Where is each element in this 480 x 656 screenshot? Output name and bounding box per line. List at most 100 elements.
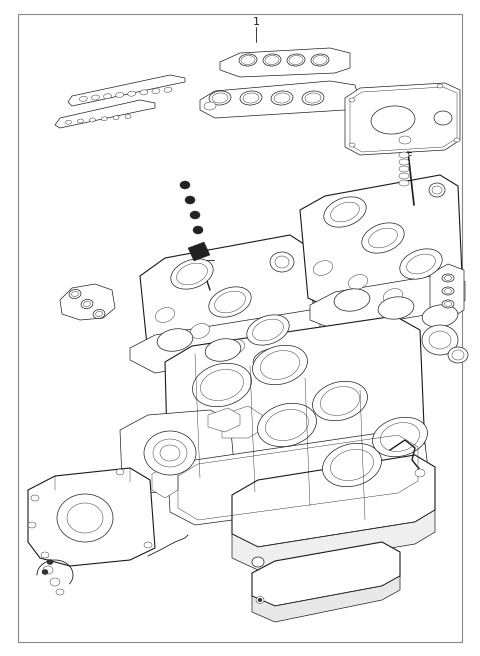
- Ellipse shape: [79, 96, 87, 101]
- Ellipse shape: [432, 186, 442, 194]
- Polygon shape: [188, 242, 210, 261]
- Ellipse shape: [31, 495, 39, 501]
- Ellipse shape: [324, 197, 366, 227]
- Ellipse shape: [47, 560, 53, 565]
- Ellipse shape: [239, 54, 257, 66]
- Ellipse shape: [442, 274, 454, 282]
- Ellipse shape: [265, 409, 309, 441]
- Ellipse shape: [415, 469, 425, 477]
- Ellipse shape: [270, 252, 294, 272]
- Ellipse shape: [429, 331, 451, 349]
- Ellipse shape: [43, 566, 53, 574]
- Ellipse shape: [399, 136, 411, 144]
- Polygon shape: [130, 310, 320, 373]
- Polygon shape: [232, 455, 435, 547]
- Ellipse shape: [116, 469, 124, 475]
- Text: 1: 1: [252, 17, 260, 27]
- Ellipse shape: [204, 102, 216, 110]
- Polygon shape: [200, 81, 360, 118]
- Polygon shape: [300, 175, 462, 308]
- Ellipse shape: [437, 84, 443, 88]
- Ellipse shape: [28, 522, 36, 528]
- Ellipse shape: [334, 289, 370, 311]
- Ellipse shape: [215, 291, 245, 313]
- Ellipse shape: [205, 338, 241, 361]
- Polygon shape: [430, 264, 464, 320]
- Ellipse shape: [331, 202, 360, 222]
- Ellipse shape: [448, 347, 468, 363]
- Ellipse shape: [177, 263, 207, 285]
- Polygon shape: [68, 75, 185, 106]
- Ellipse shape: [157, 329, 193, 351]
- Ellipse shape: [69, 289, 81, 298]
- Ellipse shape: [193, 226, 203, 234]
- Ellipse shape: [400, 249, 442, 279]
- Ellipse shape: [153, 439, 187, 467]
- Polygon shape: [208, 408, 240, 432]
- Ellipse shape: [252, 557, 264, 567]
- Polygon shape: [152, 467, 178, 498]
- Ellipse shape: [289, 56, 303, 64]
- Ellipse shape: [116, 92, 123, 98]
- Ellipse shape: [348, 275, 368, 289]
- Ellipse shape: [243, 93, 259, 103]
- Ellipse shape: [257, 403, 316, 447]
- Ellipse shape: [444, 302, 452, 306]
- Ellipse shape: [429, 183, 445, 197]
- Ellipse shape: [442, 287, 454, 295]
- Ellipse shape: [271, 91, 293, 105]
- Ellipse shape: [209, 91, 231, 105]
- Ellipse shape: [265, 56, 279, 64]
- Polygon shape: [55, 100, 155, 128]
- Ellipse shape: [422, 305, 458, 327]
- Ellipse shape: [91, 95, 99, 100]
- Ellipse shape: [252, 319, 283, 341]
- Polygon shape: [345, 83, 460, 155]
- Polygon shape: [222, 406, 262, 438]
- Ellipse shape: [192, 363, 252, 407]
- Ellipse shape: [378, 297, 414, 319]
- Ellipse shape: [313, 260, 333, 276]
- Ellipse shape: [372, 417, 428, 457]
- Ellipse shape: [89, 118, 96, 122]
- Polygon shape: [220, 48, 350, 77]
- Ellipse shape: [212, 93, 228, 103]
- Ellipse shape: [452, 350, 464, 360]
- Ellipse shape: [113, 115, 119, 120]
- Ellipse shape: [247, 315, 289, 345]
- Polygon shape: [310, 272, 465, 330]
- Ellipse shape: [50, 578, 60, 586]
- Ellipse shape: [164, 87, 172, 92]
- Ellipse shape: [274, 93, 290, 103]
- Polygon shape: [28, 468, 155, 566]
- Ellipse shape: [57, 494, 113, 542]
- Ellipse shape: [384, 289, 403, 304]
- Ellipse shape: [349, 143, 355, 147]
- Polygon shape: [168, 430, 430, 525]
- Ellipse shape: [371, 106, 415, 134]
- Ellipse shape: [349, 98, 355, 102]
- Ellipse shape: [84, 302, 90, 306]
- Ellipse shape: [128, 91, 136, 96]
- Ellipse shape: [330, 449, 373, 481]
- Ellipse shape: [320, 386, 360, 415]
- Ellipse shape: [200, 369, 244, 401]
- Ellipse shape: [362, 223, 404, 253]
- Ellipse shape: [260, 350, 300, 379]
- Ellipse shape: [258, 598, 262, 602]
- Ellipse shape: [399, 166, 409, 172]
- Ellipse shape: [77, 119, 84, 123]
- Polygon shape: [140, 235, 315, 368]
- Ellipse shape: [144, 431, 196, 475]
- Ellipse shape: [399, 180, 409, 186]
- Ellipse shape: [442, 300, 454, 308]
- Ellipse shape: [225, 340, 245, 354]
- Ellipse shape: [67, 503, 103, 533]
- Polygon shape: [60, 284, 115, 320]
- Ellipse shape: [190, 323, 210, 338]
- Ellipse shape: [253, 349, 289, 371]
- Polygon shape: [252, 576, 400, 622]
- Ellipse shape: [305, 93, 321, 103]
- Ellipse shape: [160, 445, 180, 461]
- Ellipse shape: [256, 596, 264, 604]
